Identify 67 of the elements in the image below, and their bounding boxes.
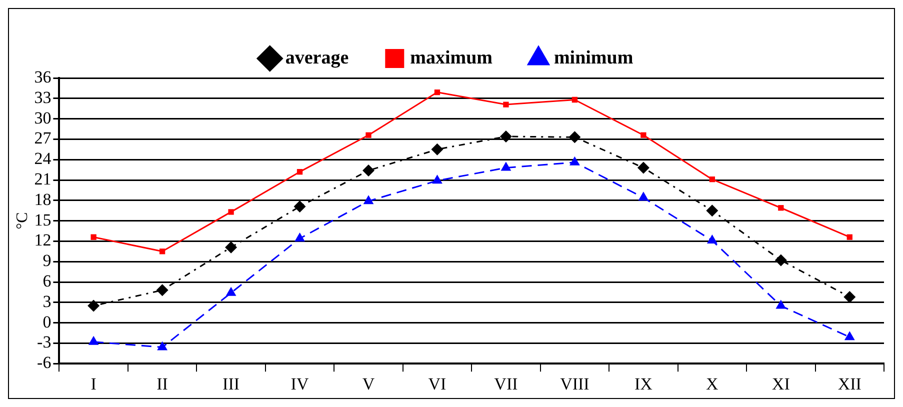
y-tick-label: 12	[34, 230, 52, 250]
x-tick-label: XII	[838, 374, 862, 394]
y-tick-label: 24	[34, 149, 52, 168]
point	[432, 174, 442, 184]
point	[774, 254, 787, 266]
y-tick-label: -6	[37, 353, 52, 372]
x-tick-label: II	[156, 374, 168, 394]
point	[706, 204, 718, 217]
x-tick-label: X	[706, 374, 718, 394]
point	[88, 300, 100, 312]
y-axis-title: °C	[14, 212, 31, 230]
point	[366, 132, 372, 138]
x-tick-label: I	[90, 374, 97, 394]
x-tick-label: V	[362, 374, 376, 394]
legend-label: average	[285, 47, 349, 68]
point	[568, 131, 581, 144]
y-tick-label: 27	[34, 128, 52, 148]
point	[706, 234, 718, 244]
point	[776, 300, 786, 309]
y-tick-label: 21	[34, 169, 52, 188]
point	[434, 89, 440, 96]
point	[844, 290, 856, 303]
point	[572, 96, 578, 103]
point	[500, 130, 512, 142]
legend-label: minimum	[554, 47, 634, 68]
x-tick-label: VII	[494, 374, 518, 394]
point	[159, 248, 166, 254]
point	[844, 331, 855, 340]
x-tick-label: XI	[772, 374, 790, 394]
point	[228, 209, 234, 215]
legend-label: maximum	[410, 47, 493, 68]
y-tick-label: 30	[34, 108, 52, 128]
point	[640, 132, 646, 138]
point	[500, 162, 512, 171]
point	[156, 284, 168, 296]
point	[362, 164, 374, 176]
y-tick-label: 9	[42, 251, 52, 270]
y-tick-label: 0	[42, 312, 52, 332]
y-tick-label: 6	[42, 271, 52, 290]
y-tick-label: 3	[42, 292, 52, 311]
point	[637, 162, 650, 174]
point	[778, 205, 784, 211]
point	[294, 232, 305, 242]
point	[431, 143, 444, 156]
x-tick-label: VI	[428, 374, 447, 394]
point	[570, 156, 580, 166]
x-tick-label: III	[222, 374, 240, 394]
point	[638, 192, 649, 201]
x-tick-label: IV	[290, 374, 310, 394]
point	[226, 286, 236, 296]
y-tick-label: 18	[34, 190, 52, 209]
x-tick-label: VIII	[560, 374, 590, 394]
point	[157, 341, 168, 350]
y-tick-label: 33	[34, 88, 52, 107]
y-tick-label: -3	[37, 332, 52, 352]
point	[363, 195, 374, 204]
point	[88, 336, 99, 345]
point	[296, 169, 303, 175]
point	[709, 176, 715, 182]
y-tick-label: 15	[34, 210, 52, 230]
point	[294, 200, 306, 213]
point	[503, 102, 509, 108]
point	[225, 241, 238, 254]
point	[90, 234, 96, 240]
y-tick-label: 36	[34, 67, 52, 86]
x-tick-label: IX	[634, 374, 652, 394]
point	[846, 234, 852, 240]
